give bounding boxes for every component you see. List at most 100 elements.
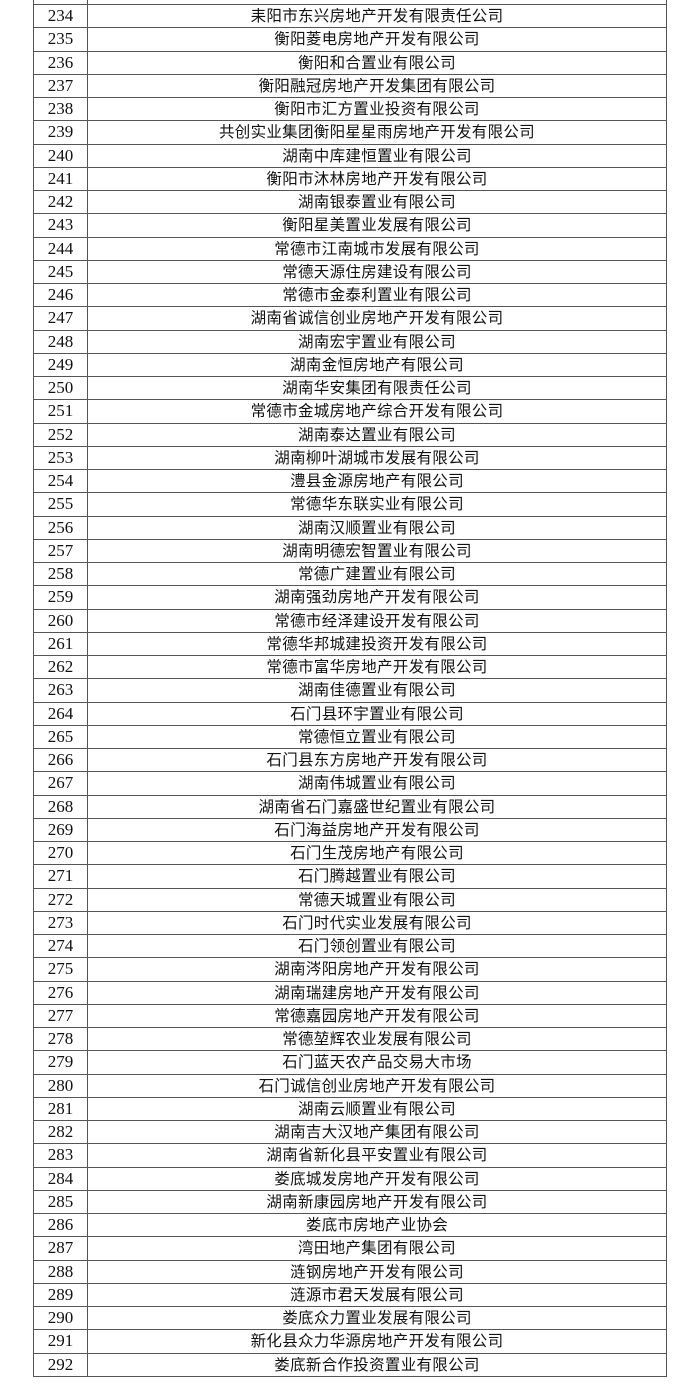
company-name: 共创实业集团衡阳星星雨房地产开发有限公司	[87, 120, 667, 145]
row-number: 262	[33, 654, 88, 680]
row-number: 289	[33, 1282, 88, 1308]
table-row: 237 衡阳融冠房地产开发集团有限公司	[33, 73, 667, 99]
row-number: 266	[33, 747, 88, 773]
company-name: 湖南省新化县平安置业有限公司	[87, 1143, 667, 1168]
table-row: 245 常德天源住房建设有限公司	[33, 259, 667, 285]
table-row: 268 湖南省石门嘉盛世纪置业有限公司	[33, 794, 667, 819]
table-row: 273 石门时代实业发展有限公司	[33, 910, 667, 936]
row-number: 292	[33, 1352, 88, 1377]
company-name: 湖南华安集团有限责任公司	[87, 375, 667, 401]
row-number: 277	[33, 1003, 88, 1029]
table-row: 281 湖南云顺置业有限公司	[33, 1096, 667, 1122]
company-name: 常德天城置业有限公司	[87, 887, 667, 912]
row-number: 275	[33, 957, 88, 982]
table-row: 251 常德市金城房地产综合开发有限公司	[33, 399, 667, 424]
row-number: 269	[33, 817, 88, 843]
company-name: 湖南银泰置业有限公司	[87, 189, 667, 215]
company-name: 石门腾越置业有限公司	[87, 864, 667, 889]
table-row: 253 湖南柳叶湖城市发展有限公司	[33, 445, 667, 471]
company-name: 常德市江南城市发展有限公司	[87, 236, 667, 261]
table-row: 240 湖南中库建恒置业有限公司	[33, 143, 667, 168]
row-number: 287	[33, 1236, 88, 1261]
company-name: 常德恒立置业有限公司	[87, 724, 667, 750]
company-name: 湖南涔阳房地产开发有限公司	[87, 957, 667, 982]
row-number: 281	[33, 1096, 88, 1122]
table-row: 277 常德嘉园房地产开发有限公司	[33, 1003, 667, 1029]
company-name: 湖南瑞建房地产开发有限公司	[87, 980, 667, 1005]
row-number: 279	[33, 1050, 88, 1075]
row-number: 259	[33, 585, 88, 610]
table-row: 279 石门蓝天农产品交易大市场	[33, 1050, 667, 1075]
table-row: 292 娄底新合作投资置业有限公司	[33, 1352, 667, 1377]
row-number: 268	[33, 794, 88, 819]
row-number: 236	[33, 50, 88, 75]
table-row: 261 常德华邦城建投资开发有限公司	[33, 631, 667, 657]
company-name: 石门县环宇置业有限公司	[87, 701, 667, 726]
company-name: 石门诚信创业房地产开发有限公司	[87, 1073, 667, 1098]
company-name: 湖南强劲房地产开发有限公司	[87, 585, 667, 610]
row-number: 239	[33, 120, 88, 145]
table-row: 265 常德恒立置业有限公司	[33, 724, 667, 750]
row-number: 247	[33, 306, 88, 331]
row-number: 235	[33, 27, 88, 52]
row-number: 286	[33, 1212, 88, 1238]
table-row: 276 湖南瑞建房地产开发有限公司	[33, 980, 667, 1005]
row-number: 249	[33, 352, 88, 378]
company-name: 湖南金恒房地产有限公司	[87, 352, 667, 378]
company-name: 涟源市君天发展有限公司	[87, 1282, 667, 1308]
table-border-continuation	[33, 0, 34, 4]
table-row: 280 石门诚信创业房地产开发有限公司	[33, 1073, 667, 1098]
row-number: 290	[33, 1305, 88, 1331]
company-name: 衡阳市汇方置业投资有限公司	[87, 96, 667, 122]
row-number: 276	[33, 980, 88, 1005]
row-number: 265	[33, 724, 88, 750]
company-list-table: 234 耒阳市东兴房地产开发有限责任公司 235 衡阳菱电房地产开发有限公司 236 衡阳…	[33, 3, 667, 1377]
table-row: 243 衡阳星美置业发展有限公司	[33, 213, 667, 238]
table-row: 274 石门领创置业有限公司	[33, 933, 667, 959]
table-row: 255 常德华东联实业有限公司	[33, 492, 667, 517]
company-name: 石门生茂房地产有限公司	[87, 840, 667, 866]
company-name: 衡阳星美置业发展有限公司	[87, 213, 667, 238]
row-number: 280	[33, 1073, 88, 1098]
row-number: 263	[33, 678, 88, 703]
company-name: 常德嘉园房地产开发有限公司	[87, 1003, 667, 1029]
table-row: 260 常德市经泽建设开发有限公司	[33, 608, 667, 633]
company-name: 常德天源住房建设有限公司	[87, 259, 667, 285]
company-name: 湖南省诚信创业房地产开发有限公司	[87, 306, 667, 331]
table-row: 264 石门县环宇置业有限公司	[33, 701, 667, 726]
company-name: 常德市金城房地产综合开发有限公司	[87, 399, 667, 424]
table-row: 254 澧县金源房地产有限公司	[33, 468, 667, 494]
table-row: 242 湖南银泰置业有限公司	[33, 189, 667, 215]
row-number: 250	[33, 375, 88, 401]
company-name: 湖南伟城置业有限公司	[87, 771, 667, 796]
table-row: 236 衡阳和合置业有限公司	[33, 50, 667, 75]
row-number: 283	[33, 1143, 88, 1168]
company-name: 耒阳市东兴房地产开发有限责任公司	[87, 3, 667, 29]
row-number: 255	[33, 492, 88, 517]
table-row: 272 常德天城置业有限公司	[33, 887, 667, 912]
table-row: 252 湖南泰达置业有限公司	[33, 422, 667, 447]
row-number: 243	[33, 213, 88, 238]
row-number: 251	[33, 399, 88, 424]
table-row: 258 常德广建置业有限公司	[33, 561, 667, 587]
company-name: 湖南宏宇置业有限公司	[87, 329, 667, 354]
company-name: 娄底城发房地产开发有限公司	[87, 1166, 667, 1191]
company-name: 湖南新康园房地产开发有限公司	[87, 1189, 667, 1215]
row-number: 273	[33, 910, 88, 936]
company-name: 澧县金源房地产有限公司	[87, 468, 667, 494]
company-name: 常德华东联实业有限公司	[87, 492, 667, 517]
company-name: 常德广建置业有限公司	[87, 561, 667, 587]
row-number: 240	[33, 143, 88, 168]
company-name: 湖南省石门嘉盛世纪置业有限公司	[87, 794, 667, 819]
company-name: 常德市富华房地产开发有限公司	[87, 654, 667, 680]
table-body: 234 耒阳市东兴房地产开发有限责任公司 235 衡阳菱电房地产开发有限公司 236 衡阳…	[33, 3, 667, 1377]
company-name: 湖南云顺置业有限公司	[87, 1096, 667, 1122]
company-name: 娄底众力置业发展有限公司	[87, 1305, 667, 1331]
table-row: 283 湖南省新化县平安置业有限公司	[33, 1143, 667, 1168]
row-number: 264	[33, 701, 88, 726]
row-number: 270	[33, 840, 88, 866]
table-row: 290 娄底众力置业发展有限公司	[33, 1305, 667, 1331]
row-number: 253	[33, 445, 88, 471]
row-number: 257	[33, 538, 88, 564]
row-number: 288	[33, 1259, 88, 1284]
